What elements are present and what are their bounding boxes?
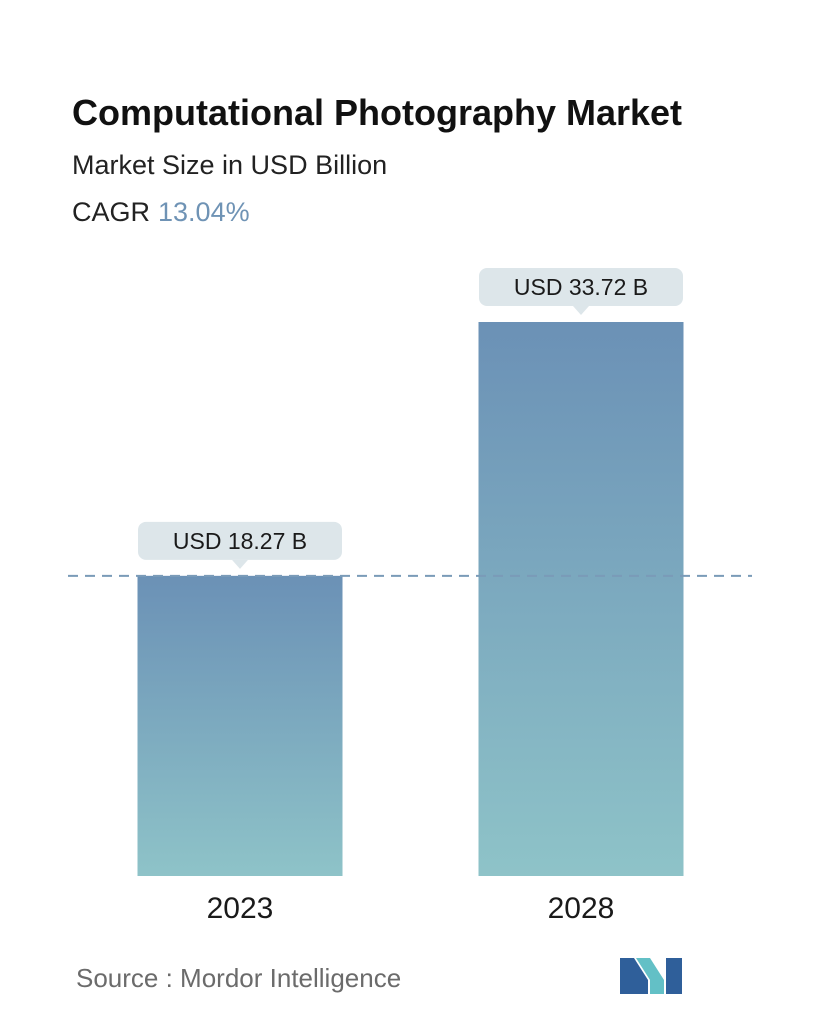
bar-2028	[478, 322, 684, 876]
data-label-pointer-2023	[232, 559, 248, 569]
x-tick-label-2028: 2028	[548, 892, 615, 925]
logo-right-shape	[666, 958, 682, 994]
cagr-line: CAGR 13.04%	[72, 197, 250, 228]
bar-2023	[137, 575, 343, 876]
source-text: Source : Mordor Intelligence	[76, 963, 402, 993]
data-label-2023: USD 18.27 B	[173, 528, 307, 554]
mordor-intelligence-logo-icon	[620, 958, 682, 994]
data-label-pointer-2028	[573, 306, 589, 315]
logo-left-shape	[620, 958, 648, 994]
data-label-box-2023	[138, 521, 342, 560]
cagr-value: 13.04%	[158, 197, 250, 227]
bar-chart: USD 18.27 B USD 33.72 B 2023 2028	[68, 268, 752, 925]
x-tick-label-2023: 2023	[207, 892, 274, 925]
logo-middle-shape	[636, 958, 664, 994]
data-label-box-2028	[479, 268, 683, 306]
data-label-2028: USD 33.72 B	[514, 274, 648, 300]
cagr-label: CAGR	[72, 197, 151, 227]
chart-title: Computational Photography Market	[72, 92, 683, 133]
chart-subtitle: Market Size in USD Billion	[72, 150, 388, 180]
